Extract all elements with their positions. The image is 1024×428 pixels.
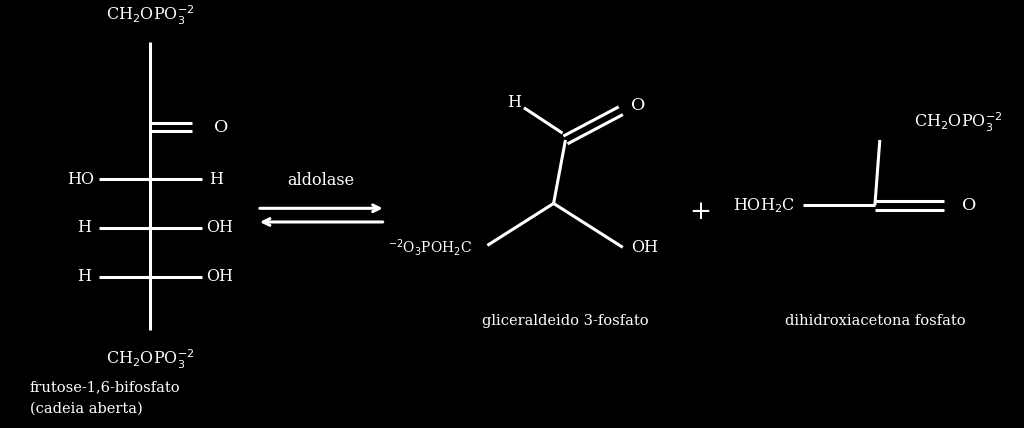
Text: H: H <box>77 268 91 285</box>
Text: HOH$_2$C: HOH$_2$C <box>733 196 795 215</box>
Text: CH$_2$OPO$_3^{-2}$: CH$_2$OPO$_3^{-2}$ <box>106 3 195 27</box>
Text: H: H <box>210 170 223 187</box>
Text: gliceraldeido 3-fosfato: gliceraldeido 3-fosfato <box>482 314 649 327</box>
Text: OH: OH <box>207 219 233 236</box>
Text: O: O <box>631 97 645 114</box>
Text: dihidroxiacetona fosfato: dihidroxiacetona fosfato <box>784 314 966 327</box>
Text: CH$_2$OPO$_3^{-2}$: CH$_2$OPO$_3^{-2}$ <box>106 348 195 371</box>
Text: +: + <box>689 199 711 224</box>
Text: H: H <box>507 94 521 111</box>
Text: aldolase: aldolase <box>288 172 355 190</box>
Text: H: H <box>77 219 91 236</box>
Text: OH: OH <box>207 268 233 285</box>
Text: $^{-2}$O$_3$POH$_2$C: $^{-2}$O$_3$POH$_2$C <box>388 237 472 258</box>
Text: OH: OH <box>631 239 657 256</box>
Text: HO: HO <box>67 170 94 187</box>
Text: frutose-1,6-bifosfato: frutose-1,6-bifosfato <box>30 380 180 394</box>
Text: (cadeia aberta): (cadeia aberta) <box>30 401 142 416</box>
Text: CH$_2$OPO$_3^{-2}$: CH$_2$OPO$_3^{-2}$ <box>914 111 1002 134</box>
Text: O: O <box>214 119 228 136</box>
Text: O: O <box>962 197 976 214</box>
